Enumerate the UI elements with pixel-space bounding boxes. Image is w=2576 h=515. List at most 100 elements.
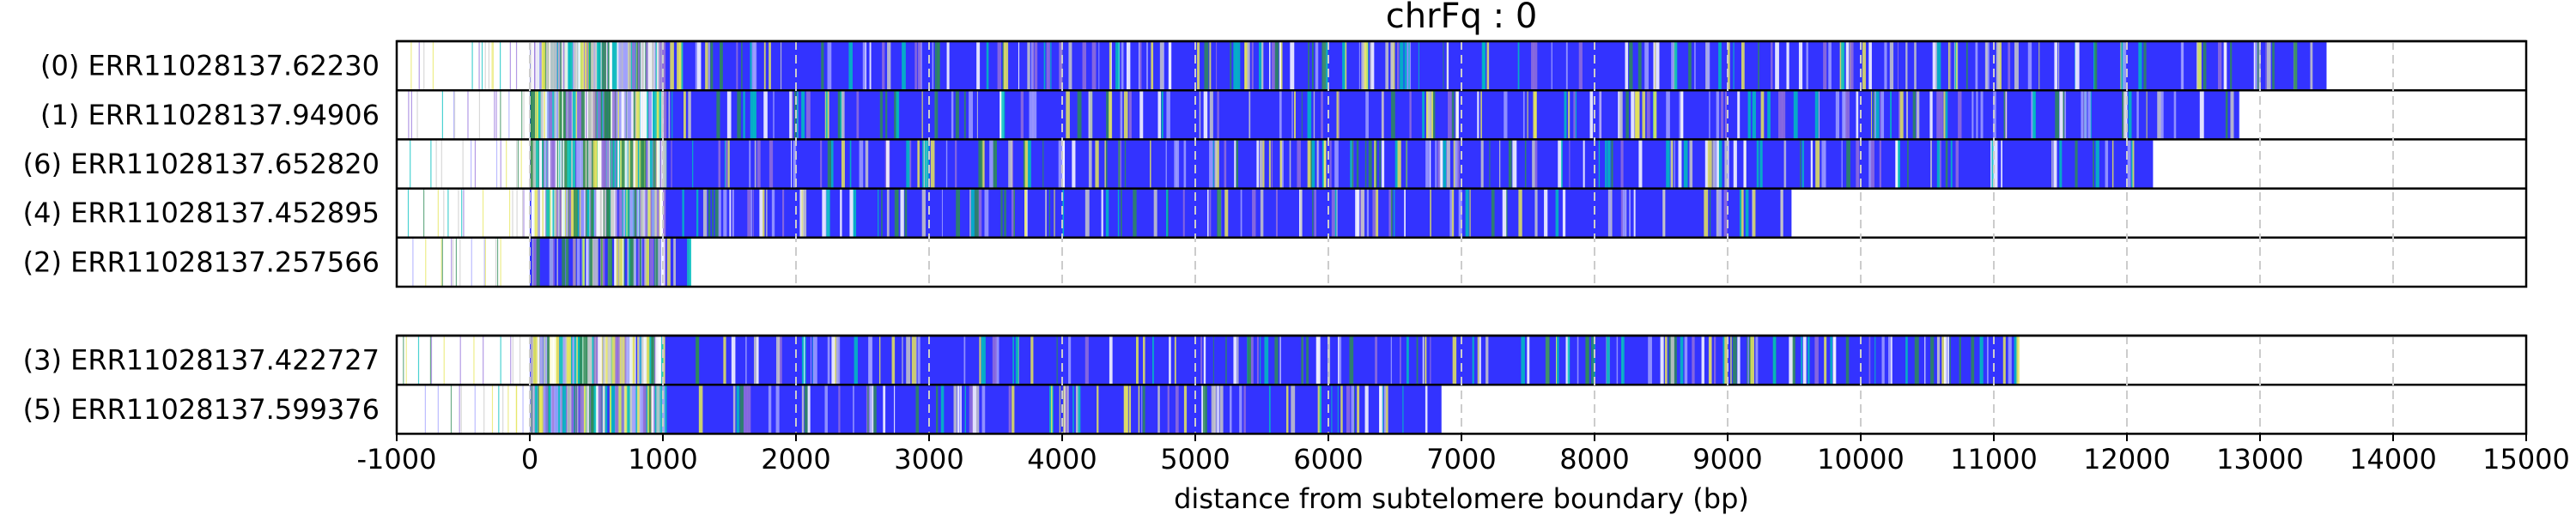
variant-mark <box>754 139 756 189</box>
variant-mark <box>1215 139 1219 189</box>
variant-mark <box>1340 385 1343 434</box>
variant-mark <box>1072 139 1076 189</box>
variant-mark <box>2218 41 2222 91</box>
variant-mark <box>992 336 997 385</box>
variant-mark <box>624 90 627 140</box>
variant-mark <box>555 336 560 385</box>
variant-mark <box>534 385 538 434</box>
variant-mark <box>1050 385 1053 434</box>
variant-mark <box>971 385 976 434</box>
variant-mark <box>1780 188 1783 238</box>
variant-mark <box>869 385 872 434</box>
variant-mark <box>1555 336 1558 385</box>
variant-mark <box>1309 139 1312 189</box>
variant-mark <box>1935 41 1937 91</box>
variant-mark <box>873 385 877 434</box>
variant-mark <box>532 237 534 287</box>
variant-mark <box>1565 336 1570 385</box>
variant-mark <box>1888 336 1892 385</box>
variant-mark <box>1324 41 1328 91</box>
variant-mark <box>1950 139 1953 189</box>
variant-mark <box>1598 139 1601 189</box>
variant-mark <box>617 336 622 385</box>
variant-mark <box>549 41 550 91</box>
variant-mark <box>568 90 572 140</box>
variant-mark <box>610 188 615 238</box>
variant-mark <box>1101 188 1103 238</box>
variant-mark <box>1502 188 1507 238</box>
variant-mark <box>2059 139 2063 189</box>
variant-mark <box>1469 188 1471 238</box>
variant-mark <box>1211 385 1216 434</box>
variant-mark <box>915 385 920 434</box>
variant-mark <box>752 188 754 238</box>
variant-mark <box>1329 139 1332 189</box>
variant-mark <box>946 41 950 91</box>
variant-mark <box>1666 139 1670 189</box>
variant-mark <box>1899 90 1900 140</box>
variant-mark <box>635 139 638 189</box>
variant-mark <box>1608 188 1611 238</box>
variant-mark <box>834 336 839 385</box>
variant-mark <box>1279 41 1283 91</box>
variant-mark <box>934 90 939 140</box>
variant-mark <box>1311 41 1314 91</box>
variant-mark <box>1279 139 1282 189</box>
variant-mark <box>1562 188 1566 238</box>
variant-mark <box>581 41 586 91</box>
variant-mark <box>564 41 568 91</box>
variant-mark <box>2038 41 2040 91</box>
variant-mark <box>1706 41 1710 91</box>
variant-mark <box>953 385 957 434</box>
variant-mark <box>565 237 569 287</box>
variant-mark <box>1856 139 1860 189</box>
variant-mark <box>603 385 606 434</box>
variant-mark <box>1314 188 1317 238</box>
variant-mark <box>1821 139 1826 189</box>
variant-mark <box>1755 336 1759 385</box>
variant-mark <box>1453 139 1456 189</box>
variant-mark <box>1244 41 1248 91</box>
variant-mark <box>1098 41 1100 91</box>
variant-mark <box>2001 139 2003 189</box>
variant-mark <box>636 90 640 140</box>
variant-mark <box>750 41 752 91</box>
variant-mark <box>804 336 805 385</box>
variant-mark <box>542 139 544 189</box>
variant-mark <box>1174 139 1178 189</box>
variant-mark <box>975 385 980 434</box>
variant-mark <box>568 385 572 434</box>
variant-mark <box>2230 41 2233 91</box>
variant-mark <box>593 188 596 238</box>
variant-mark <box>572 90 576 140</box>
variant-mark <box>1279 90 1282 140</box>
variant-mark <box>1905 336 1908 385</box>
variant-mark <box>1350 139 1352 189</box>
variant-mark <box>908 139 912 189</box>
variant-mark <box>2136 90 2139 140</box>
variant-mark <box>592 90 594 140</box>
variant-mark <box>859 139 864 189</box>
variant-mark <box>1480 139 1484 189</box>
variant-mark <box>1800 139 1801 189</box>
variant-mark <box>997 41 1002 91</box>
variant-mark <box>647 139 650 189</box>
variant-mark <box>750 90 754 140</box>
variant-mark <box>1745 188 1749 238</box>
variant-mark <box>1084 188 1090 238</box>
variant-mark <box>2093 139 2094 189</box>
variant-mark <box>724 139 726 189</box>
variant-mark <box>1976 90 1978 140</box>
variant-mark <box>1264 336 1269 385</box>
variant-mark <box>1388 188 1393 238</box>
variant-mark <box>1870 90 1873 140</box>
x-tick-label: 9000 <box>1692 443 1762 476</box>
variant-mark <box>1856 90 1859 140</box>
variant-mark <box>552 237 555 287</box>
variant-mark <box>1209 90 1213 140</box>
variant-mark <box>743 385 748 434</box>
variant-mark <box>869 41 872 91</box>
variant-mark <box>716 90 720 140</box>
variant-mark <box>1297 139 1301 189</box>
variant-mark <box>1692 336 1695 385</box>
